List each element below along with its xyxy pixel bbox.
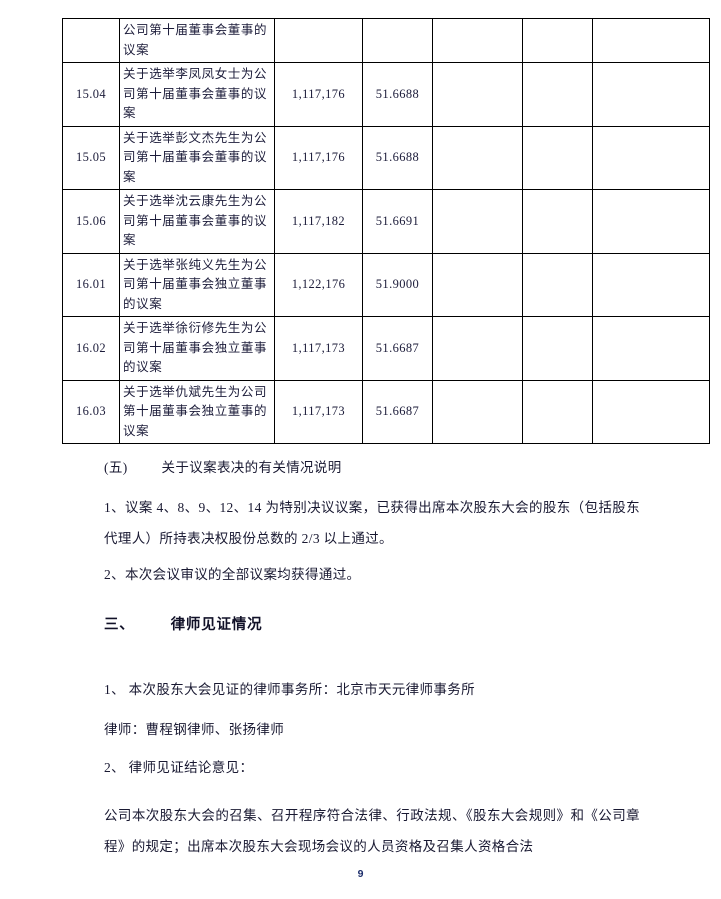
cell-extra-2 <box>522 18 593 63</box>
cell-extra-1 <box>432 316 523 381</box>
cell-proposal-no: 16.03 <box>62 379 120 444</box>
paragraph-all-proposals-passed: 2、本次会议审议的全部议案均获得通过。 <box>104 567 361 582</box>
cell-proposal-title: 关于选举彭文杰先生为公司第十届董事会董事的议案 <box>119 125 275 190</box>
cell-extra-1 <box>432 252 523 317</box>
table-row: 15.05 关于选举彭文杰先生为公司第十届董事会董事的议案 1,117,176 … <box>62 125 710 190</box>
cell-extra-2 <box>522 125 593 190</box>
cell-percentage <box>362 18 433 63</box>
cell-votes <box>274 18 363 63</box>
cell-extra-2 <box>522 189 593 254</box>
paragraph-lawyers: 律师：曹程钢律师、张扬律师 <box>104 722 285 737</box>
cell-percentage: 51.9000 <box>362 252 433 317</box>
cell-votes: 1,117,182 <box>274 189 363 254</box>
cell-extra-1 <box>432 189 523 254</box>
cell-proposal-title: 关于选举张纯义先生为公司第十届董事会独立董事的议案 <box>119 252 275 317</box>
cell-extra-2 <box>522 252 593 317</box>
cell-extra-2 <box>522 316 593 381</box>
section-three-title: 律师见证情况 <box>170 617 263 633</box>
cell-proposal-no: 15.04 <box>62 62 120 127</box>
cell-extra-3 <box>592 62 710 127</box>
section-three-heading: 三、 律师见证情况 <box>104 613 644 634</box>
cell-extra-1 <box>432 379 523 444</box>
table-row: 16.01 关于选举张纯义先生为公司第十届董事会独立董事的议案 1,122,17… <box>62 252 710 317</box>
cell-proposal-no: 16.02 <box>62 316 120 381</box>
cell-votes: 1,117,176 <box>274 62 363 127</box>
table-row: 15.04 关于选举李凤凤女士为公司第十届董事会董事的议案 1,117,176 … <box>62 62 710 127</box>
cell-percentage: 51.6688 <box>362 125 433 190</box>
subsection-five-title: 关于议案表决的有关情况说明 <box>161 460 342 475</box>
cell-votes: 1,122,176 <box>274 252 363 317</box>
cell-votes: 1,117,176 <box>274 125 363 190</box>
cell-extra-3 <box>592 316 710 381</box>
cell-proposal-title: 关于选举沈云康先生为公司第十届董事会董事的议案 <box>119 189 275 254</box>
section-three-label: 三、 <box>104 617 135 633</box>
cell-proposal-title: 关于选举仇斌先生为公司第十届董事会独立董事的议案 <box>119 379 275 444</box>
cell-extra-2 <box>522 62 593 127</box>
cell-extra-3 <box>592 252 710 317</box>
cell-extra-3 <box>592 379 710 444</box>
table-row: 15.06 关于选举沈云康先生为公司第十届董事会董事的议案 1,117,182 … <box>62 189 710 254</box>
cell-extra-3 <box>592 125 710 190</box>
page-number: 9 <box>357 868 364 880</box>
cell-proposal-no: 16.01 <box>62 252 120 317</box>
paragraph-conclusion-label: 2、 律师见证结论意见： <box>104 760 254 775</box>
cell-proposal-no: 15.06 <box>62 189 120 254</box>
cell-proposal-no <box>62 18 120 63</box>
table-row: 公司第十届董事会董事的议案 <box>62 18 710 63</box>
cell-proposal-title: 关于选举徐衍修先生为公司第十届董事会独立董事的议案 <box>119 316 275 381</box>
cell-extra-1 <box>432 62 523 127</box>
table-row: 16.03 关于选举仇斌先生为公司第十届董事会独立董事的议案 1,117,173… <box>62 379 710 444</box>
cell-proposal-title: 公司第十届董事会董事的议案 <box>119 18 275 63</box>
subsection-five-heading: (五) 关于议案表决的有关情况说明 <box>104 452 644 483</box>
paragraph-special-resolutions: 1、议案 4、8、9、12、14 为特别决议议案，已获得出席本次股东大会的股东（… <box>104 500 640 546</box>
cell-percentage: 51.6691 <box>362 189 433 254</box>
table-row: 16.02 关于选举徐衍修先生为公司第十届董事会独立董事的议案 1,117,17… <box>62 316 710 381</box>
voting-results-table: 公司第十届董事会董事的议案 15.04 关于选举李凤凤女士为公司第十届董事会董事… <box>62 18 710 444</box>
cell-extra-3 <box>592 18 710 63</box>
cell-votes: 1,117,173 <box>274 379 363 444</box>
cell-percentage: 51.6687 <box>362 379 433 444</box>
paragraph-law-firm: 1、 本次股东大会见证的律师事务所：北京市天元律师事务所 <box>104 682 475 697</box>
paragraph-conclusion-text: 公司本次股东大会的召集、召开程序符合法律、行政法规、《股东大会规则》和《公司章程… <box>104 808 640 854</box>
cell-proposal-no: 15.05 <box>62 125 120 190</box>
subsection-five-label: (五) <box>104 460 128 475</box>
cell-extra-2 <box>522 379 593 444</box>
cell-extra-1 <box>432 125 523 190</box>
table-body: 公司第十届董事会董事的议案 15.04 关于选举李凤凤女士为公司第十届董事会董事… <box>62 18 710 444</box>
cell-extra-3 <box>592 189 710 254</box>
cell-percentage: 51.6687 <box>362 316 433 381</box>
cell-votes: 1,117,173 <box>274 316 363 381</box>
cell-extra-1 <box>432 18 523 63</box>
cell-proposal-title: 关于选举李凤凤女士为公司第十届董事会董事的议案 <box>119 62 275 127</box>
cell-percentage: 51.6688 <box>362 62 433 127</box>
